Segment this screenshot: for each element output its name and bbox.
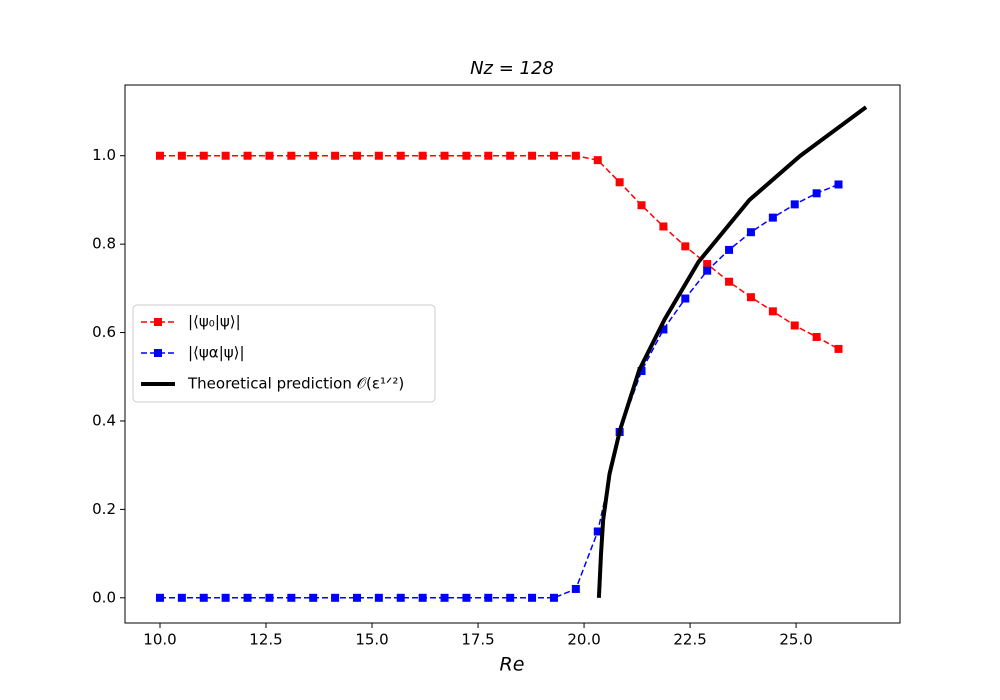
- marker: [725, 245, 734, 254]
- y-tick-label: 0.6: [92, 323, 116, 341]
- marker: [834, 344, 843, 353]
- marker: [462, 151, 471, 160]
- marker: [725, 277, 734, 286]
- marker: [221, 151, 230, 160]
- marker: [681, 242, 690, 251]
- legend-box: [132, 304, 436, 403]
- marker: [177, 151, 186, 160]
- marker: [506, 151, 515, 160]
- marker: [593, 156, 602, 165]
- series-line: [596, 105, 868, 598]
- marker: [243, 593, 252, 602]
- marker: [528, 593, 537, 602]
- legend: |⟨ψ₀|ψ⟩| |⟨ψα|ψ⟩| Theoretical prediction 𝒪…: [132, 304, 436, 403]
- marker: [374, 593, 383, 602]
- x-tick-label: 25.0: [779, 631, 812, 649]
- marker: [352, 593, 361, 602]
- marker: [287, 593, 296, 602]
- marker: [615, 178, 624, 187]
- marker: [528, 151, 537, 160]
- marker: [331, 593, 340, 602]
- marker: [440, 593, 449, 602]
- marker: [155, 151, 164, 160]
- y-tick-label: 0.4: [92, 411, 116, 429]
- marker: [637, 367, 646, 376]
- marker: [352, 151, 361, 160]
- marker: [396, 151, 405, 160]
- x-tick-label: 22.5: [673, 631, 706, 649]
- legend-marker: [154, 318, 162, 326]
- marker: [637, 201, 646, 210]
- x-tick-label: 17.5: [461, 631, 494, 649]
- x-tick-label: 10.0: [143, 631, 176, 649]
- marker: [549, 593, 558, 602]
- marker: [768, 213, 777, 222]
- marker: [418, 151, 427, 160]
- marker: [309, 151, 318, 160]
- legend-label: |⟨ψ₀|ψ⟩|: [188, 313, 241, 331]
- marker: [265, 151, 274, 160]
- x-axis-label: Re: [500, 654, 525, 676]
- x-tick-label: 15.0: [355, 631, 388, 649]
- legend-label: |⟨ψα|ψ⟩|: [188, 344, 245, 362]
- marker: [177, 593, 186, 602]
- marker: [703, 266, 712, 275]
- marker: [506, 593, 515, 602]
- marker: [374, 151, 383, 160]
- marker: [199, 593, 208, 602]
- marker: [484, 593, 493, 602]
- marker: [549, 151, 558, 160]
- y-tick-label: 0.0: [92, 588, 116, 606]
- chart-title: Nz = 128: [470, 58, 554, 79]
- marker: [309, 593, 318, 602]
- marker: [243, 151, 252, 160]
- marker: [834, 180, 843, 189]
- marker: [790, 200, 799, 209]
- marker: [418, 593, 427, 602]
- marker: [703, 260, 712, 269]
- marker: [440, 151, 449, 160]
- marker: [659, 222, 668, 231]
- legend-marker: [154, 349, 162, 357]
- marker: [221, 593, 230, 602]
- marker: [681, 294, 690, 303]
- marker: [571, 151, 580, 160]
- plot-frame: [124, 84, 901, 624]
- marker: [155, 593, 164, 602]
- marker: [199, 151, 208, 160]
- marker: [746, 228, 755, 237]
- marker: [746, 293, 755, 302]
- marker: [768, 307, 777, 316]
- marker: [331, 151, 340, 160]
- marker: [659, 325, 668, 334]
- marker: [396, 593, 405, 602]
- y-tick-label: 0.2: [92, 500, 116, 518]
- y-tick-label: 1.0: [92, 146, 116, 164]
- marker: [287, 151, 296, 160]
- marker: [790, 321, 799, 330]
- marker: [812, 189, 821, 198]
- y-tick-label: 0.8: [92, 235, 116, 253]
- marker: [265, 593, 274, 602]
- marker: [462, 593, 471, 602]
- marker: [593, 527, 602, 536]
- marker: [812, 332, 821, 341]
- marker: [484, 151, 493, 160]
- x-tick-label: 20.0: [567, 631, 600, 649]
- marker: [571, 584, 580, 593]
- x-tick-label: 12.5: [249, 631, 282, 649]
- legend-label: Theoretical prediction 𝒪(ε¹ᐟ²): [187, 375, 404, 393]
